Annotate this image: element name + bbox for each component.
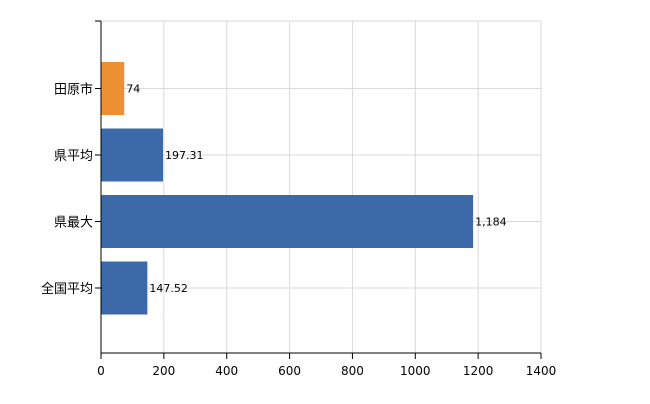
bar[interactable] <box>101 195 474 248</box>
bar[interactable] <box>101 261 148 315</box>
y-tick-label: 県最大 <box>54 216 93 231</box>
x-tick-label: 200 <box>152 364 175 378</box>
x-tick-label: 600 <box>278 364 301 378</box>
x-tick-label: 400 <box>215 364 238 378</box>
x-tick-label: 800 <box>341 364 364 378</box>
axis-layer <box>95 20 542 359</box>
grid-layer <box>101 20 542 353</box>
bar-layer <box>101 62 474 315</box>
x-tick-label: 1400 <box>526 364 557 378</box>
x-tick-label: 1000 <box>400 364 431 378</box>
y-tick-label: 全国平均 <box>41 281 93 297</box>
y-tick-label: 田原市 <box>54 82 93 98</box>
data-label: 147.52 <box>149 282 188 295</box>
y-tick-label: 県平均 <box>54 149 93 164</box>
bar[interactable] <box>101 62 125 115</box>
x-tick-label: 1200 <box>463 364 494 378</box>
data-label: 1,184 <box>475 216 507 229</box>
data-label: 74 <box>126 83 140 96</box>
x-tick-label: 0 <box>97 364 105 378</box>
data-label: 197.31 <box>165 149 204 162</box>
bar[interactable] <box>101 128 164 182</box>
